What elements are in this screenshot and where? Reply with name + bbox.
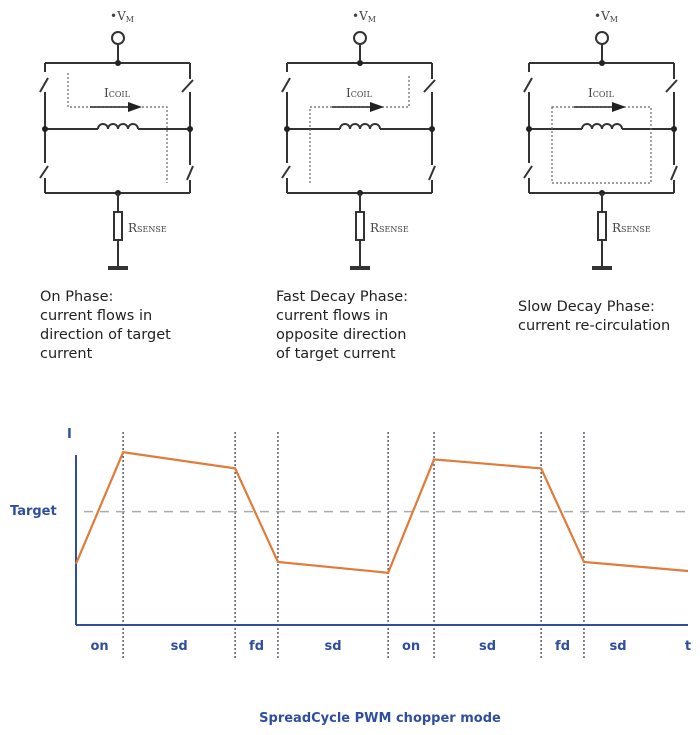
phase-label-sd: sd [325, 639, 342, 654]
arrow-head-icon [128, 102, 142, 112]
supply-terminal-icon [111, 31, 125, 45]
switch-icon [281, 77, 291, 93]
caption-on-phase: On Phase: current flows in direction of … [40, 289, 171, 362]
junction-dot [526, 126, 532, 132]
sense-resistor-label: RSENSE [370, 221, 409, 235]
junction-dot [357, 60, 363, 66]
switch-icon [186, 165, 194, 181]
switch-icon [423, 79, 436, 93]
circuit-on [39, 31, 194, 270]
sense-resistor-label: RSENSE [612, 221, 651, 235]
junction-dot [284, 126, 290, 132]
switch-icon [181, 79, 194, 93]
sense-resistor-icon [355, 211, 365, 241]
supply-label: •VM [352, 9, 376, 24]
supply-label: •VM [110, 9, 134, 24]
current-path [67, 73, 168, 183]
junction-dot [429, 126, 435, 132]
junction-dot [187, 126, 193, 132]
junction-dot [599, 60, 605, 66]
supply-terminal-icon [353, 31, 367, 45]
phase-label-on: on [90, 639, 108, 654]
current-path [551, 106, 652, 184]
h-bridge-circuits: •VM ICOIL RSENSE •VM ICOIL RSENSE •VM ICOIL RSEN… [39, 9, 678, 270]
phase-label-on: on [402, 639, 420, 654]
inductor-coil-icon [581, 123, 623, 130]
current-series [74, 450, 689, 574]
switch-icon [523, 165, 533, 179]
phase-label-fd: fd [555, 639, 570, 654]
switch-icon [523, 77, 533, 93]
arrow-head-icon [370, 102, 384, 112]
arrow-head-icon [612, 102, 626, 112]
phase-label-sd: sd [171, 639, 188, 654]
coil-current-label: ICOIL [346, 86, 373, 100]
circuit-fast-decay [281, 31, 436, 270]
coil-current-label: ICOIL [104, 86, 131, 100]
supply-terminal-icon [595, 31, 609, 45]
phase-label-sd: sd [479, 639, 496, 654]
chart-title: SpreadCycle PWM chopper mode [259, 711, 501, 726]
coil-current-label: ICOIL [588, 86, 615, 100]
x-axis-label: t [685, 639, 691, 654]
switch-icon [39, 165, 49, 179]
caption-slow-decay: Slow Decay Phase: current re-circulation [518, 299, 671, 334]
inductor-coil-icon [97, 123, 139, 130]
supply-label: •VM [594, 9, 618, 24]
switch-icon [670, 165, 678, 181]
junction-dot [42, 126, 48, 132]
phase-label-fd: fd [249, 639, 264, 654]
circuit-slow-decay [523, 31, 678, 270]
switch-icon [281, 165, 291, 179]
switch-icon [39, 77, 49, 93]
junction-dot [671, 126, 677, 132]
sense-resistor-icon [113, 211, 123, 241]
junction-dot [115, 60, 121, 66]
caption-fast-decay: Fast Decay Phase: current flows in oppos… [276, 289, 409, 362]
switch-icon [428, 165, 436, 181]
target-label: Target [10, 504, 57, 519]
sense-resistor-label: RSENSE [128, 221, 167, 235]
sense-resistor-icon [597, 211, 607, 241]
phase-label-sd: sd [609, 639, 626, 654]
y-axis-label: I [67, 427, 72, 442]
inductor-coil-icon [339, 123, 381, 130]
switch-icon [665, 79, 678, 93]
